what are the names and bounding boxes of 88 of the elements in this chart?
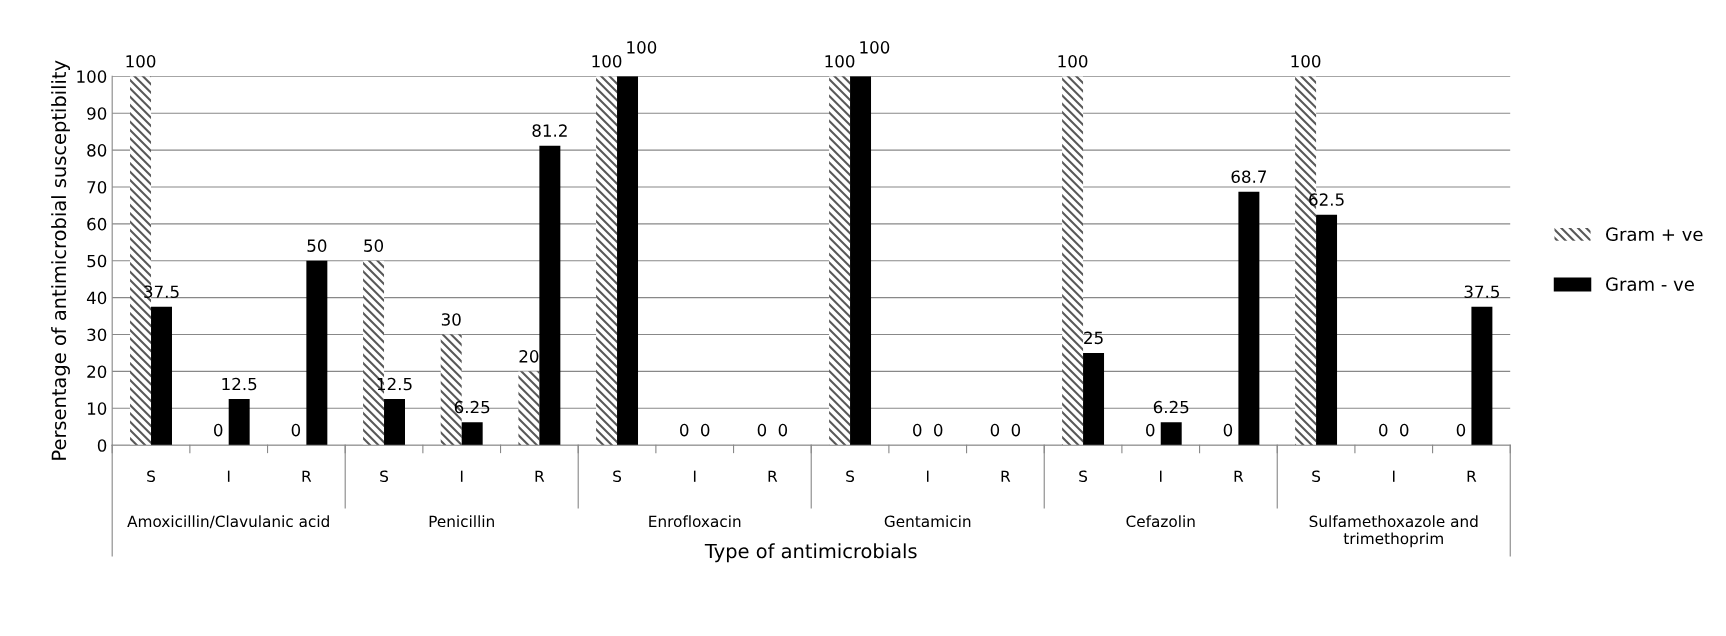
data-label: 0: [701, 423, 710, 437]
x-tick-label: S: [380, 470, 389, 483]
text: Sulfamethoxazole and trimethoprim: [1309, 515, 1478, 548]
data-label: 0: [1146, 423, 1155, 437]
y-tick-label: 100: [77, 70, 107, 83]
bar: [1316, 214, 1338, 446]
x-tick-label: R: [1234, 470, 1244, 482]
data-label: 12.5: [222, 377, 257, 391]
data-label: 68.7: [1231, 170, 1267, 183]
x-tick-label: R: [1001, 470, 1011, 482]
bar: [228, 399, 250, 446]
y-tick-label: 10: [87, 402, 107, 415]
y-tick-label: 50: [87, 254, 107, 268]
data-label: 0: [934, 423, 943, 437]
y-axis-title: Persentage of antimicrobial susceptibility: [51, 60, 70, 460]
x-tick-label: I: [1159, 470, 1162, 482]
bar: [617, 76, 639, 446]
data-label: 81.2: [532, 124, 567, 137]
data-label: 0: [778, 423, 788, 437]
text: Gentamicin: [884, 515, 971, 528]
bar: [1160, 422, 1182, 446]
data-label: 0: [1456, 423, 1466, 437]
x-tick-label: S: [846, 470, 855, 483]
x-tick-label: S: [147, 470, 156, 483]
text: Cefazolin: [1126, 515, 1195, 528]
bar: [1083, 352, 1105, 446]
x-axis-title: Type of antimicrobials: [704, 543, 917, 563]
data-label: 0: [1011, 423, 1021, 437]
y-tick-label: 30: [87, 328, 107, 342]
data-label: 100: [860, 41, 890, 54]
x-tick-label: R: [768, 470, 778, 482]
bar: [461, 422, 483, 446]
x-tick-label: R: [1467, 470, 1477, 482]
data-label: 100: [1058, 54, 1088, 68]
data-label: 0: [1223, 423, 1233, 437]
data-label: 0: [990, 423, 1000, 437]
data-label: 100: [627, 41, 657, 54]
data-label: 0: [680, 423, 689, 437]
data-label: 100: [825, 54, 855, 68]
data-label: 0: [913, 423, 922, 437]
y-tick-label: 80: [87, 144, 107, 157]
data-label: 20: [519, 350, 539, 363]
data-label: 50: [364, 239, 384, 252]
x-tick-label: R: [302, 470, 312, 482]
x-tick-label: I: [926, 470, 929, 482]
bar: [518, 371, 540, 446]
text: Amoxicillin/Clavulanic acid: [127, 515, 329, 529]
data-label: 50: [307, 239, 327, 252]
data-label: 0: [291, 423, 301, 437]
y-tick-label: 0: [97, 439, 107, 452]
data-label: 6.25: [1153, 400, 1189, 414]
y-tick-label: 20: [87, 365, 107, 378]
legend-label: Gram - ve: [1606, 277, 1694, 291]
data-label: 0: [214, 423, 223, 437]
bar: [1471, 306, 1493, 446]
x-tick-label: I: [693, 470, 696, 482]
bar: [1238, 191, 1260, 446]
data-label: 100: [592, 54, 622, 68]
legend-label: Gram + ve: [1606, 227, 1703, 242]
data-label: 25: [1084, 331, 1103, 345]
bar: [306, 260, 328, 446]
x-tick-label: I: [460, 470, 463, 482]
x-tick-label: S: [1312, 470, 1321, 483]
bar: [850, 76, 872, 446]
data-label: 100: [1291, 54, 1321, 68]
data-label: 0: [1379, 423, 1388, 437]
x-tick-label: R: [535, 470, 545, 482]
data-label: 100: [126, 54, 156, 68]
data-label: 37.5: [1464, 285, 1499, 299]
x-tick-label: S: [1079, 470, 1088, 483]
bar: [596, 76, 618, 446]
bar: [829, 76, 851, 446]
x-tick-label: I: [227, 470, 230, 482]
y-tick-label: 40: [86, 291, 107, 305]
x-tick-label: I: [1392, 470, 1395, 482]
text: Penicillin: [429, 515, 494, 528]
bar: [151, 306, 172, 446]
y-tick-label: 90: [87, 107, 107, 120]
text: Enrofloxacin: [649, 515, 741, 528]
bar: [1062, 76, 1084, 446]
data-label: 0: [1400, 423, 1409, 437]
bar: [384, 399, 406, 446]
y-tick-label: 60: [87, 217, 107, 231]
data-label: 0: [757, 423, 767, 437]
y-tick-label: 70: [87, 180, 107, 194]
data-label: 30: [441, 313, 461, 326]
bar: [539, 145, 561, 446]
x-tick-label: S: [613, 470, 622, 483]
